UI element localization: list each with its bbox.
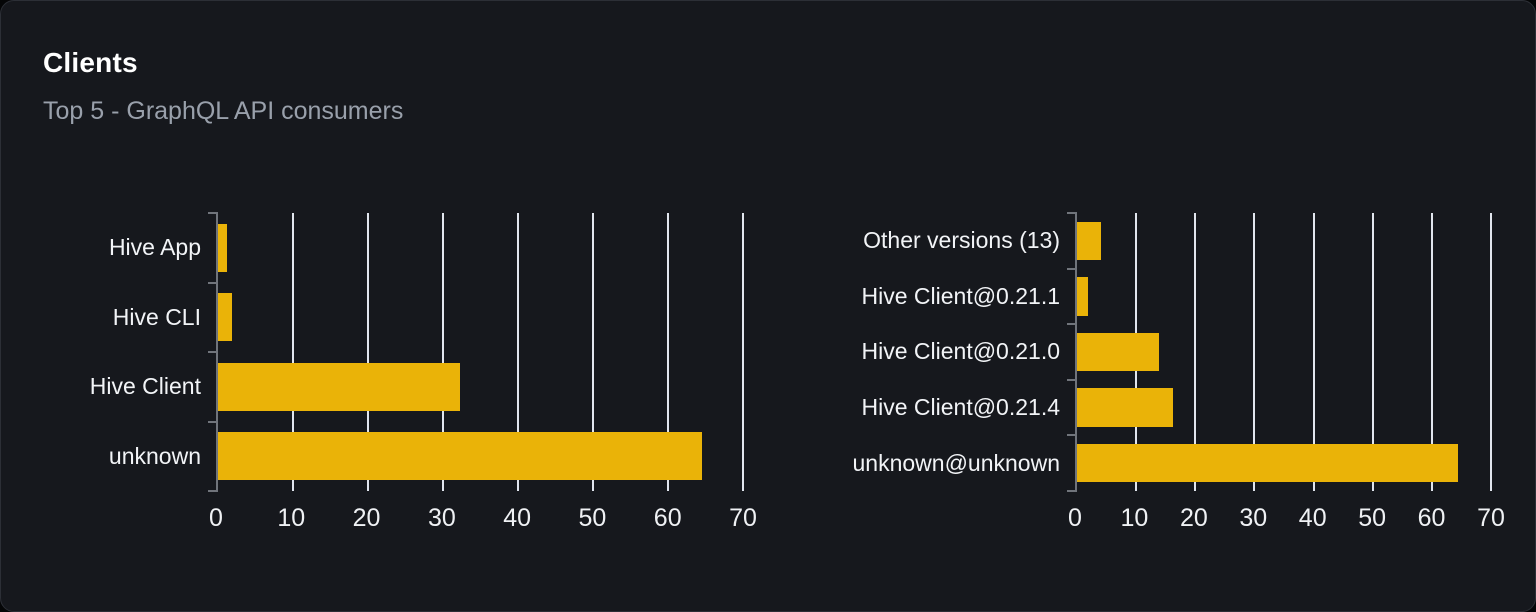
y-axis-tick — [208, 420, 218, 423]
bar-row — [1077, 213, 1491, 269]
category-label: Hive Client — [89, 373, 201, 400]
gridline-20 — [367, 213, 369, 491]
x-tick-label-70: 70 — [1477, 504, 1505, 532]
gridline-40 — [1312, 213, 1315, 491]
x-tick-label-0: 0 — [209, 504, 223, 532]
x-tick-label-30: 30 — [1239, 504, 1268, 532]
bar-row — [1077, 380, 1491, 436]
gridline-60 — [1430, 213, 1433, 491]
gridline-40 — [517, 213, 519, 491]
bar-row — [218, 352, 743, 422]
gridline-10 — [292, 213, 294, 491]
card-title: Clients — [43, 47, 138, 78]
gridline-70 — [1490, 213, 1492, 491]
x-tick-label-60: 60 — [1417, 504, 1446, 532]
gridline-60 — [667, 213, 669, 491]
bar-row — [1077, 269, 1491, 325]
y-axis-tick — [208, 212, 218, 214]
gridline-50 — [1371, 213, 1374, 491]
y-axis-tick — [1067, 212, 1077, 214]
x-tick-label-50: 50 — [1358, 504, 1387, 532]
x-tick-label-60: 60 — [653, 504, 682, 532]
bar-unknown[interactable] — [218, 432, 702, 481]
y-axis-tick — [208, 490, 218, 492]
bar-rows — [1077, 213, 1491, 491]
category-label: Other versions (13) — [863, 227, 1060, 254]
x-axis-tick-labels: 0 10 20 30 40 50 60 70 — [1068, 504, 1505, 536]
y-axis-tick — [1067, 434, 1077, 437]
bar-other-versions-13-[interactable] — [1077, 221, 1101, 260]
y-axis-tick — [1067, 490, 1077, 492]
bar-hive-app[interactable] — [218, 223, 227, 272]
bar-row — [1077, 324, 1491, 380]
category-label: unknown — [108, 442, 201, 469]
bar-hive-client[interactable] — [218, 362, 460, 411]
bar-hive-client-0.21.4[interactable] — [1077, 388, 1174, 427]
bar-row — [218, 213, 743, 283]
bar-row — [1077, 435, 1491, 491]
y-axis-tick — [208, 351, 218, 353]
category-label: Hive Client@0.21.1 — [861, 282, 1061, 309]
x-tick-label-30: 30 — [427, 504, 456, 532]
x-tick-label-20: 20 — [352, 504, 381, 532]
gridline-30 — [1253, 213, 1256, 491]
x-tick-label-40: 40 — [503, 504, 532, 532]
y-axis-category-labels: Hive App Hive CLI Hive Client unknown — [0, 213, 201, 491]
x-tick-label-50: 50 — [578, 504, 607, 532]
y-axis-category-labels: Other versions (13) Hive Client@0.21.1 Hiv… — [780, 213, 1060, 491]
clients-by-name-chart: Hive App Hive CLI Hive Client unknown 0 10 20… — [90, 212, 757, 532]
gridline-20 — [1194, 213, 1197, 491]
plot-area — [208, 212, 744, 492]
x-tick-label-70: 70 — [729, 504, 757, 532]
bar-unknown-unknown[interactable] — [1077, 443, 1458, 483]
gridline-50 — [592, 213, 594, 491]
y-axis-tick — [1067, 378, 1077, 381]
gridline-70 — [742, 213, 744, 491]
y-axis-tick — [1067, 267, 1077, 270]
category-label: Hive Client@0.21.4 — [861, 394, 1061, 421]
y-axis-tick — [208, 281, 218, 284]
bar-row — [218, 422, 743, 492]
bar-hive-client-0.21.0[interactable] — [1077, 332, 1159, 372]
bar-rows — [218, 213, 743, 491]
bar-hive-client-0.21.1[interactable] — [1077, 277, 1088, 316]
card-header: Clients Top 5 - GraphQL API consumers — [43, 47, 403, 126]
x-tick-label-10: 10 — [277, 504, 306, 532]
plot-area — [1067, 212, 1492, 492]
bar-row — [218, 283, 743, 353]
clients-by-version-chart: Other versions (13) Hive Client@0.21.1 Hiv… — [853, 212, 1505, 532]
y-axis-tick — [1067, 323, 1077, 326]
category-label: Hive CLI — [112, 303, 201, 330]
category-label: Hive Client@0.21.0 — [861, 338, 1061, 365]
card-subtitle: Top 5 - GraphQL API consumers — [43, 97, 404, 125]
x-tick-label-10: 10 — [1120, 504, 1149, 532]
gridline-30 — [442, 213, 444, 491]
x-axis-tick-labels: 0 10 20 30 40 50 60 70 — [209, 504, 757, 536]
x-tick-label-40: 40 — [1298, 504, 1327, 532]
category-label: unknown@unknown — [852, 449, 1060, 476]
category-label: Hive App — [108, 234, 201, 261]
x-tick-label-0: 0 — [1068, 504, 1082, 532]
bar-hive-cli[interactable] — [218, 293, 232, 342]
x-tick-label-20: 20 — [1179, 504, 1208, 532]
